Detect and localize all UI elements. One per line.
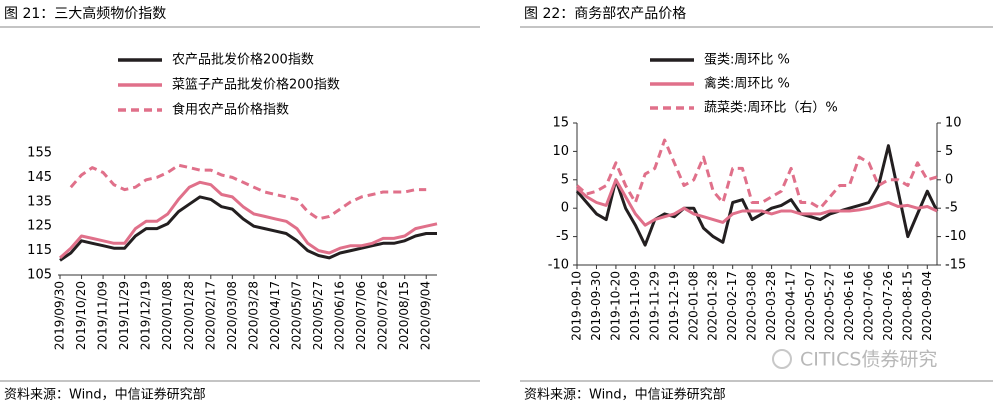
series-line [575,144,939,247]
x-tick-label: 2020/03/28 [246,281,260,350]
y2-tick-label: 5 [945,144,953,159]
legend-label: 蛋类:周环比 % [704,53,790,68]
legend-label: 禽类:周环比 % [704,76,790,92]
y-tick-label: 15 [552,116,569,131]
y-tick-label: 125 [27,219,52,234]
x-tick-label: 2020/04/17 [268,281,282,350]
x-tick-label: 2019-09-30 [589,271,603,341]
x-tick-label: 2020/02/17 [203,281,217,350]
legend-label: 菜篮子产品批发价格200指数 [172,77,340,93]
source-note: 资料来源：Wind，中信证券研究部 [524,387,726,403]
x-tick-label: 2020-05-27 [822,271,836,341]
y-tick-label: 135 [27,194,52,209]
x-tick-label: 2020/06/16 [333,281,347,350]
x-tick-label: 2019/09/30 [53,281,67,350]
y2-tick-label: -5 [945,201,958,216]
x-tick-label: 2019-11-09 [628,271,642,341]
y-tick-label: -10 [548,258,569,273]
source-note: 资料来源：Wind，中信证券研究部 [4,387,206,403]
x-tick-label: 2020-09-04 [920,271,934,341]
x-tick-label: 2020-08-15 [900,271,914,341]
x-tick-label: 2020/05/27 [311,281,325,350]
x-tick-label: 2020/08/15 [397,281,411,350]
x-tick-label: 2020-07-06 [861,271,875,341]
legend-label: 农产品批发价格200指数 [172,52,314,68]
x-tick-label: 2019-10-20 [608,271,622,341]
y-tick-label: 5 [561,172,569,187]
x-tick-label: 2020-04-17 [784,271,798,341]
x-tick-label: 2020-07-26 [881,271,895,341]
x-tick-label: 2019/11/09 [96,281,110,350]
x-tick-label: 2020-03-08 [745,271,759,341]
y-tick-label: -5 [556,229,569,244]
y-tick-label: 105 [27,268,52,283]
series-line [576,138,938,210]
x-tick-label: 2020-03-28 [764,271,778,341]
chart-title: 图 22：商务部农产品价格 [524,6,686,22]
x-tick-label: 2019/10/20 [74,281,88,350]
x-tick-label: 2020-05-07 [803,271,817,341]
x-tick-label: 2020/01/28 [182,281,196,350]
x-tick-label: 2020-06-16 [842,271,856,341]
x-tick-label: 2020/07/26 [376,281,390,350]
legend-label: 食用农产品价格指数 [172,102,289,118]
x-tick-label: 2019-12-19 [667,271,681,341]
x-tick-label: 2020-01-08 [686,271,700,341]
y-tick-label: 115 [27,243,52,258]
chart-title: 图 21：三大高频物价指数 [4,5,166,22]
x-tick-label: 2020/03/08 [225,281,239,350]
x-tick-label: 2019/12/19 [139,281,153,350]
watermark: CITICS债券研究 [800,349,937,371]
series-line [576,178,938,227]
series-line [59,195,437,262]
x-tick-label: 2020/05/07 [289,281,303,350]
x-tick-label: 2019-09-10 [570,271,584,341]
y2-tick-label: -15 [945,258,966,273]
y2-tick-label: 10 [945,116,962,131]
y-tick-label: 10 [552,144,569,159]
x-tick-label: 2020/01/08 [160,281,174,350]
series-line [69,163,427,221]
y-tick-label: 0 [561,201,569,216]
watermark-icon [772,349,792,369]
series-line [58,180,438,260]
y-tick-label: 145 [27,170,52,185]
legend-label: 蔬菜类:周环比（右）% [704,101,838,116]
x-tick-label: 2020-02-17 [725,271,739,341]
y-tick-label: 155 [27,146,52,161]
x-tick-label: 2020/07/06 [354,281,368,350]
x-tick-label: 2019/11/29 [117,281,131,350]
y2-tick-label: -10 [945,229,966,244]
x-tick-label: 2020/09/04 [419,281,433,350]
x-tick-label: 2019-11-29 [647,271,661,341]
y2-tick-label: 0 [945,172,953,187]
x-tick-label: 2020-01-28 [706,271,720,341]
